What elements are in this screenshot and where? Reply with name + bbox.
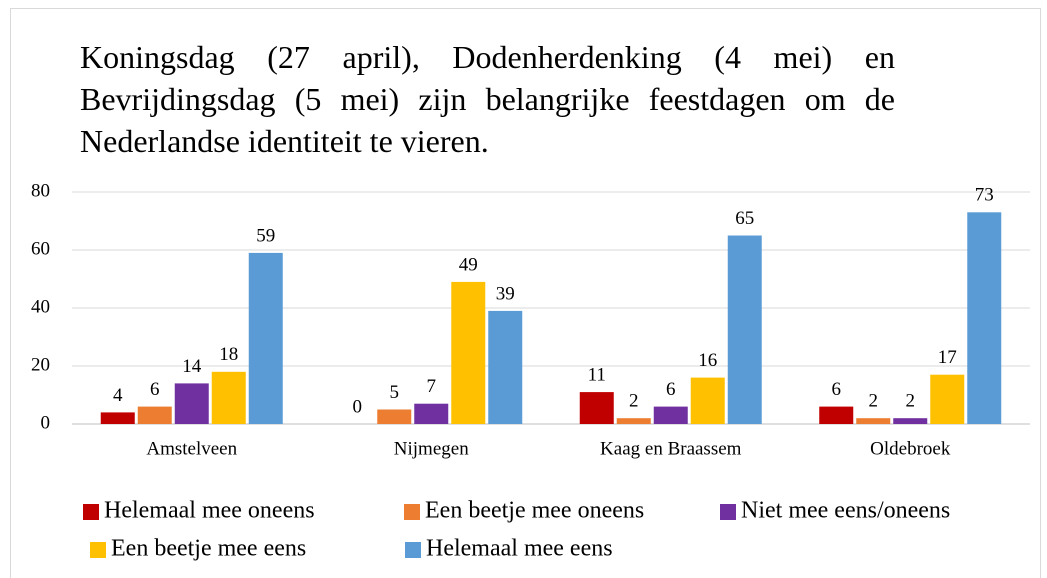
data-label: 16 <box>698 350 717 371</box>
bar <box>248 252 283 424</box>
bar <box>174 383 209 424</box>
bar <box>653 406 688 424</box>
data-label: 7 <box>427 376 437 397</box>
legend-swatch <box>83 504 99 520</box>
bar <box>819 406 854 424</box>
x-tick-label: Kaag en Braassem <box>600 438 742 459</box>
legend-swatch <box>404 504 420 520</box>
x-tick-label: Amstelveen <box>146 438 237 459</box>
data-label: 5 <box>390 382 400 403</box>
data-label: 6 <box>666 379 676 400</box>
data-label: 59 <box>256 225 275 246</box>
bar <box>856 418 891 424</box>
data-label: 6 <box>832 379 842 400</box>
legend-label: Helemaal mee oneens <box>104 498 315 524</box>
data-label: 2 <box>869 391 879 412</box>
y-tick-label: 20 <box>31 354 50 375</box>
bar <box>414 403 449 424</box>
data-label: 18 <box>219 344 238 365</box>
chart-title: Koningsdag (27 april), Dodenherdenking (… <box>80 39 895 159</box>
bar <box>451 281 486 424</box>
legend-label: Een beetje mee eens <box>111 536 306 562</box>
bar <box>727 235 762 424</box>
data-label: 2 <box>906 391 916 412</box>
data-label: 0 <box>353 396 363 417</box>
bar <box>893 418 928 424</box>
data-label: 2 <box>629 391 639 412</box>
legend-swatch <box>405 542 421 558</box>
bar <box>211 371 246 424</box>
data-label: 39 <box>496 283 515 304</box>
data-label: 17 <box>938 347 957 368</box>
data-label: 49 <box>459 254 478 275</box>
x-tick-label: Nijmegen <box>394 438 469 459</box>
legend-swatch <box>90 542 106 558</box>
data-label: 73 <box>975 185 994 206</box>
chart-border <box>10 8 1041 578</box>
bar <box>967 212 1002 424</box>
bar <box>377 409 412 424</box>
data-label: 6 <box>150 379 160 400</box>
bar <box>488 310 523 424</box>
y-tick-label: 60 <box>31 238 50 259</box>
data-label: 14 <box>182 356 202 377</box>
bar <box>579 392 614 424</box>
bar <box>930 374 965 424</box>
y-tick-label: 80 <box>31 180 50 201</box>
x-tick-label: Oldebroek <box>870 438 951 459</box>
y-tick-label: 0 <box>41 412 51 433</box>
bar <box>100 412 135 424</box>
bar <box>690 377 725 424</box>
data-label: 65 <box>735 208 754 229</box>
bar <box>137 406 172 424</box>
bar <box>616 418 651 424</box>
y-tick-label: 40 <box>31 296 50 317</box>
legend-label: Een beetje mee oneens <box>425 498 644 524</box>
data-label: 4 <box>113 385 123 406</box>
legend-swatch <box>720 504 736 520</box>
legend-label: Helemaal mee eens <box>426 536 613 562</box>
legend-label: Niet mee eens/oneens <box>741 498 950 524</box>
data-label: 11 <box>588 364 606 385</box>
